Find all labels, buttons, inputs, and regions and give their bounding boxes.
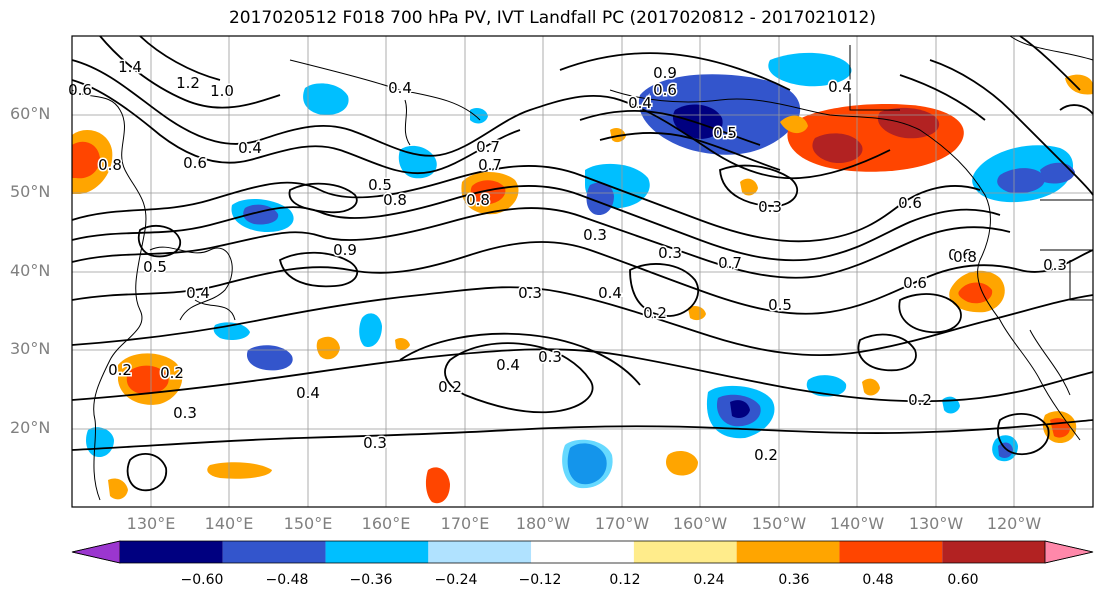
colorbar-tick-label: 0.24 <box>693 572 725 588</box>
contour-label: 0.2 <box>643 304 667 322</box>
lon-label-140w: 140°W <box>829 514 885 533</box>
lat-label-50n: 50°N <box>10 182 51 201</box>
colorbar-tick-label: 0.12 <box>609 572 641 588</box>
contour-label: 0.4 <box>296 384 320 402</box>
contour-label: 0.9 <box>333 241 357 259</box>
contour-label: 0.8 <box>953 248 977 266</box>
colorbar-bin <box>325 541 429 563</box>
lon-label-170e: 170°E <box>440 514 490 533</box>
coastlines <box>71 35 1094 501</box>
colorbar-tick-label: −0.60 <box>180 572 224 588</box>
contour-label: 0.3 <box>363 434 387 452</box>
contour-label: 0.2 <box>160 364 184 382</box>
contour-label: 0.6 <box>903 274 927 292</box>
colorbar <box>71 540 1094 564</box>
colorbar-extend-low <box>71 540 121 564</box>
map-title: 2017020512 F018 700 hPa PV, IVT Landfall… <box>228 8 876 28</box>
contour-label: 0.3 <box>583 226 607 244</box>
contour-label: 0.5 <box>143 258 167 276</box>
colorbar-bin <box>222 541 326 563</box>
colorbar-tick-label: −0.12 <box>518 572 562 588</box>
lat-label-20n: 20°N <box>10 418 51 437</box>
contour-label: 1.2 <box>176 74 200 92</box>
contour-label: 0.4 <box>828 78 852 96</box>
map-frame <box>71 35 1094 508</box>
contour-label: 0.6 <box>653 81 677 99</box>
colorbar-bin <box>633 541 737 563</box>
contour-label: 0.3 <box>538 348 562 366</box>
lon-label-120w: 120°W <box>986 514 1042 533</box>
contour-label: 0.5 <box>768 296 792 314</box>
colorbar-bin <box>942 541 1045 563</box>
contour-label: 0.6 <box>68 81 92 99</box>
contour-label: 0.6 <box>898 194 922 212</box>
contour-label: 0.7 <box>476 138 500 156</box>
lon-label-160w: 160°W <box>672 514 728 533</box>
contour-label: 0.2 <box>438 378 462 396</box>
contour-label: 0.2 <box>754 446 778 464</box>
contour-label: 1.4 <box>118 58 142 76</box>
colorbar-bin <box>120 541 223 563</box>
lat-label-60n: 60°N <box>10 104 51 123</box>
contour-label: 0.5 <box>713 124 737 142</box>
contour-label: 1.0 <box>210 82 234 100</box>
contour-label: 0.5 <box>368 176 392 194</box>
contour-label: 0.4 <box>186 284 210 302</box>
pv-contours <box>71 35 1094 492</box>
lon-label-130e: 130°E <box>126 514 176 533</box>
colorbar-bin <box>736 541 840 563</box>
contour-label: 0.4 <box>496 356 520 374</box>
contour-label: 0.7 <box>478 156 502 174</box>
contour-label: 0.3 <box>758 198 782 216</box>
contour-label: 0.3 <box>658 244 682 262</box>
pv-anomaly-shading <box>72 52 1093 504</box>
lon-label-130w: 130°W <box>908 514 964 533</box>
contour-label: 0.3 <box>1043 256 1067 274</box>
colorbar-tick-label: −0.36 <box>349 572 393 588</box>
contour-label: 0.7 <box>718 254 742 272</box>
colorbar-bin <box>531 541 634 563</box>
contour-labels: 1.41.2 1.00.90.80.80.70.60.60.60.50.50.50… <box>67 57 1069 466</box>
contour-label: 0.4 <box>238 139 262 157</box>
map-plot-area: 1.41.2 1.00.90.80.80.70.60.60.60.50.50.50… <box>67 35 1094 508</box>
colorbar-tick-label: −0.48 <box>265 572 309 588</box>
contour-label: 0.9 <box>653 64 677 82</box>
lon-label-150w: 150°W <box>751 514 807 533</box>
contour-label: 0.6 <box>183 154 207 172</box>
contour-label: 0.2 <box>908 391 932 409</box>
colorbar-bin <box>428 541 532 563</box>
contour-label: 0.6 <box>948 246 972 264</box>
contour-label: 0.8 <box>383 191 407 209</box>
lat-label-30n: 30°N <box>10 339 51 358</box>
colorbar-bin <box>839 541 943 563</box>
contour-label: 0.4 <box>598 284 622 302</box>
contour-label: 0.4 <box>628 94 652 112</box>
colorbar-extend-high <box>1044 540 1094 564</box>
colorbar-tick-label: −0.24 <box>434 572 478 588</box>
lon-label-140e: 140°E <box>204 514 254 533</box>
lon-label-180w: 180°W <box>515 514 571 533</box>
lat-label-40n: 40°N <box>10 261 51 280</box>
colorbar-tick-label: 0.60 <box>947 572 979 588</box>
colorbar-tick-label: 0.36 <box>778 572 810 588</box>
lon-label-150e: 150°E <box>283 514 333 533</box>
contour-label: 0.8 <box>466 191 490 209</box>
contour-label: 0.3 <box>173 404 197 422</box>
lon-label-160e: 160°E <box>361 514 411 533</box>
contour-label: 0.4 <box>388 79 412 97</box>
colorbar-tick-label: 0.48 <box>862 572 894 588</box>
contour-label: 0.8 <box>98 156 122 174</box>
lon-label-170w: 170°W <box>594 514 650 533</box>
colorbar-outline <box>71 540 1094 564</box>
contour-label: 0.3 <box>518 284 542 302</box>
contour-label: 0.2 <box>108 361 132 379</box>
